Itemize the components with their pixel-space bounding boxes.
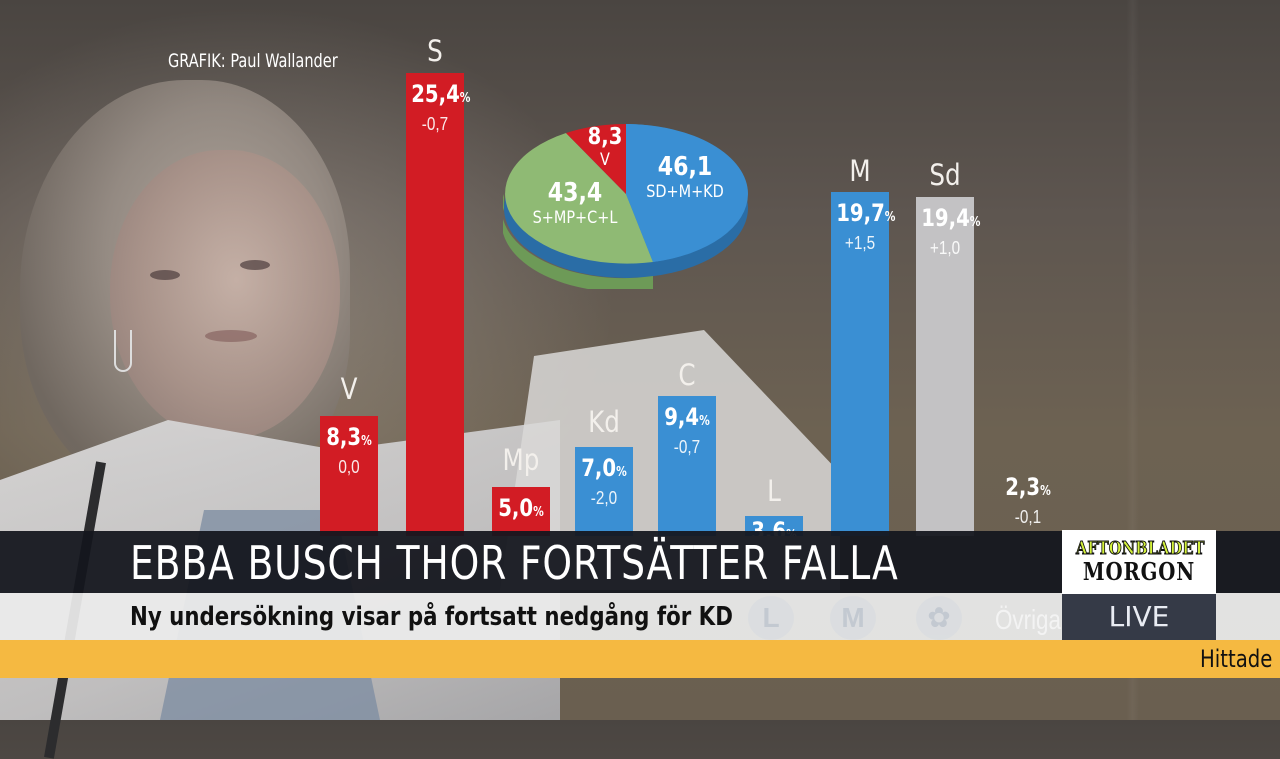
bar-label-l: L	[767, 474, 781, 508]
bar-label-m: M	[849, 154, 871, 188]
bar-label-kd: Kd	[588, 405, 620, 439]
news-ticker-bar	[0, 640, 1280, 678]
bar-label-c: C	[678, 358, 696, 392]
bar-v: 8,3% 0,0	[320, 416, 378, 536]
headline: EBBA BUSCH THOR FORTSÄTTER FALLA	[130, 536, 899, 590]
ovriga-faded-label: Övriga	[995, 604, 1061, 635]
logo-line2: MORGON	[1082, 557, 1196, 586]
aftonbladet-morgon-logo: AFTONBLADET MORGON	[1062, 530, 1216, 594]
bar-ovriga: 2,3% -0,1	[1005, 473, 1051, 527]
pie-label-right-bloc: 46,1 SD+M+KD	[646, 152, 724, 202]
bar-c-change: -0,7	[673, 437, 701, 457]
bar-mp: 5,0%	[492, 487, 550, 536]
bar-m-change: +1,5	[844, 233, 876, 253]
bar-mp-value: 5,0	[498, 494, 534, 522]
coalition-pie-chart	[503, 124, 748, 289]
live-badge: LIVE	[1062, 594, 1216, 640]
logo-line1: AFTONBLADET	[1075, 538, 1205, 560]
bar-kd-value: 7,0	[581, 454, 617, 482]
bar-s-value: 25,4	[411, 80, 460, 108]
bar-s-change: -0,7	[421, 114, 449, 134]
bar-label-sd: Sd	[929, 158, 961, 192]
bar-label-mp: Mp	[502, 443, 540, 477]
bar-c: 9,4% -0,7	[658, 396, 716, 536]
bar-kd-change: -2,0	[590, 488, 618, 508]
bar-ovriga-change: -0,1	[1014, 507, 1042, 527]
bar-label-s: S	[427, 34, 443, 68]
bar-v-value: 8,3	[326, 423, 362, 451]
bar-sd-value: 19,4	[921, 204, 970, 232]
pie-label-v: 8,3 V	[587, 124, 623, 170]
bar-m-value: 19,7	[836, 199, 885, 227]
bar-s: 25,4% -0,7	[406, 73, 470, 536]
bar-kd: 7,0% -2,0	[575, 447, 633, 536]
bar-label-v: V	[340, 372, 358, 406]
bar-v-change: 0,0	[338, 457, 360, 477]
bar-sd-change: +1,0	[929, 238, 961, 258]
pie-label-left-bloc: 43,4 S+MP+C+L	[532, 178, 618, 228]
bar-m: 19,7% +1,5	[831, 192, 895, 536]
bar-ovriga-value: 2,3	[1005, 473, 1041, 501]
party-m-icon: M	[830, 596, 876, 640]
party-l-icon: L	[748, 596, 794, 640]
news-ticker-text: Hittade r	[1200, 645, 1280, 673]
bar-c-value: 9,4	[664, 403, 700, 431]
subline: Ny undersökning visar på fortsatt nedgån…	[130, 602, 733, 632]
party-sd-icon: ✿	[916, 596, 962, 640]
party-icons-faded: L M ✿	[740, 596, 1060, 640]
bar-sd: 19,4% +1,0	[916, 197, 980, 536]
graphic-credit: GRAFIK: Paul Wallander	[168, 50, 338, 72]
